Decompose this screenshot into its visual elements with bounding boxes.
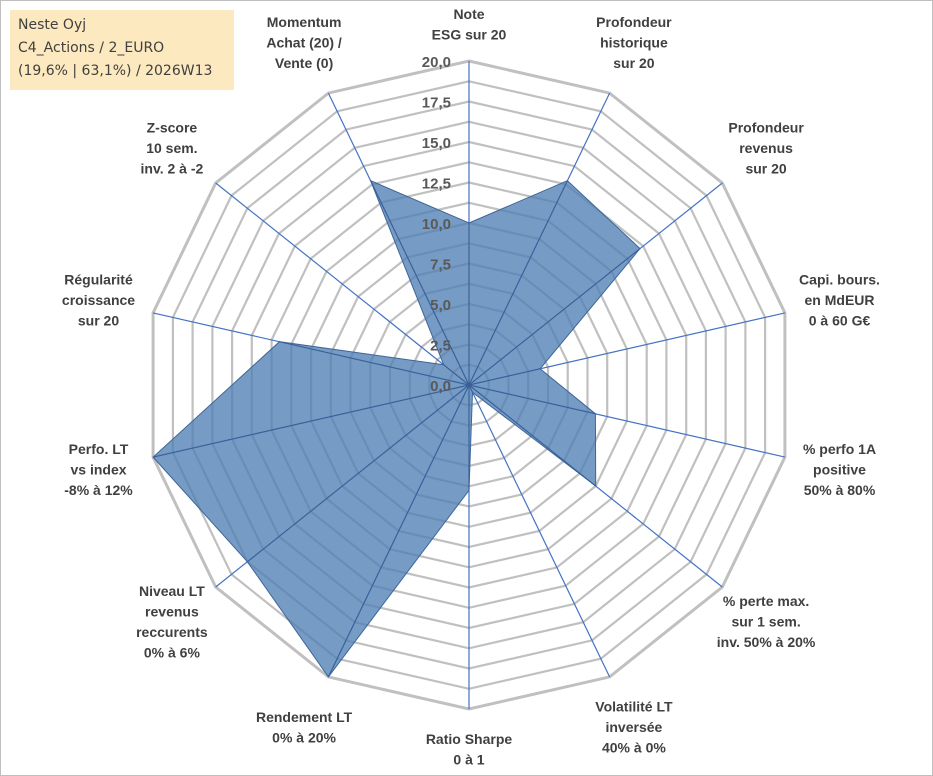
axis-label-13-line-2: Vente (0) [275, 55, 333, 71]
spoke-overlay-11 [279, 341, 470, 386]
axis-label-8-line-0: Rendement LT [256, 709, 353, 725]
axis-label-7-line-0: Ratio Sharpe [426, 731, 513, 747]
axis-label-9-line-2: reccurents [136, 624, 208, 640]
axis-label-11-line-2: sur 20 [78, 313, 119, 329]
spoke-overlay-1 [468, 180, 568, 386]
axis-label-7-line-1: 0 à 1 [453, 752, 484, 768]
axis-label-3-line-1: en MdEUR [805, 292, 875, 308]
axis-label-12: Z-score 10 sem. inv. 2 à -2 [141, 119, 204, 176]
series [152, 179, 641, 678]
axis-label-0: Note ESG sur 20 [432, 6, 507, 43]
spoke-6 [468, 384, 611, 678]
spoke-overlay-2 [468, 248, 641, 386]
spoke-overlay-8 [327, 384, 470, 678]
spoke-overlay-4 [468, 384, 596, 415]
axis-label-1-line-1: historique [600, 34, 668, 50]
axis-label-8-line-1: 0% à 20% [272, 729, 336, 745]
axis-label-6-line-0: Volatilité LT [595, 699, 673, 715]
axis-label-10-line-1: vs index [70, 461, 126, 477]
axis-label-4: % perfo 1A positive 50% à 80% [803, 441, 876, 498]
axis-label-6: Volatilité LT inversée 40% à 0% [595, 699, 673, 756]
axis-label-6-line-2: 40% à 0% [602, 740, 666, 756]
portfolio-label: C4_Actions / 2_EURO [18, 40, 165, 56]
tick-labels: 0,0 2,5 5,0 7,5 10,0 12,5 15,0 17,5 20,0 [422, 54, 451, 395]
axis-label-3-line-2: 0 à 60 G€ [809, 313, 871, 329]
spoke-12 [215, 182, 470, 386]
axis-label-0-line-1: ESG sur 20 [432, 27, 507, 43]
tick-label-2: 5,0 [430, 297, 451, 314]
axis-label-10-line-2: -8% à 12% [64, 482, 133, 498]
axis-label-4-line-1: positive [813, 461, 866, 477]
tick-label-4: 10,0 [422, 216, 451, 233]
axis-label-6-line-1: inversée [605, 719, 662, 735]
axis-label-11-line-1: croissance [62, 292, 135, 308]
axis-label-10: Perfo. LT vs index -8% à 12% [64, 441, 133, 498]
axis-label-3-line-0: Capi. bours. [799, 272, 880, 288]
axis-label-3: Capi. bours. en MdEUR 0 à 60 G€ [799, 272, 880, 329]
axis-label-9-line-1: revenus [145, 603, 199, 619]
spoke-overlay-5 [468, 384, 597, 487]
axis-label-12-line-1: 10 sem. [146, 140, 197, 156]
axis-label-1-line-2: sur 20 [613, 55, 654, 71]
tick-label-5: 12,5 [422, 176, 451, 193]
axis-label-13-line-0: Momentum [267, 14, 342, 30]
instrument-name: Neste Oyj [18, 17, 87, 33]
axis-label-5-line-1: sur 1 sem. [731, 614, 800, 630]
axis-label-2-line-2: sur 20 [745, 160, 786, 176]
axis-label-13-line-1: Achat (20) / [266, 34, 342, 50]
axis-label-11-line-0: Régularité [64, 272, 133, 288]
axis-label-12-line-2: inv. 2 à -2 [141, 160, 204, 176]
spoke-overlay-9 [247, 384, 470, 563]
axis-label-4-line-2: 50% à 80% [804, 482, 876, 498]
tick-label-8: 20,0 [422, 54, 451, 71]
spoke-overlay-10 [152, 384, 470, 458]
axis-label-1: Profondeur historique sur 20 [596, 14, 672, 71]
axis-label-2-line-1: revenus [739, 140, 793, 156]
axis-label-2-line-0: Profondeur [728, 119, 804, 135]
tick-label-7: 17,5 [422, 95, 451, 112]
axis-label-5-line-2: inv. 50% à 20% [717, 634, 816, 650]
axis-label-9-line-0: Niveau LT [139, 583, 205, 599]
axis-label-9: Niveau LT revenus reccurents 0% à 6% [136, 583, 208, 661]
spoke-overlay-6 [468, 384, 473, 393]
series-area [152, 179, 641, 678]
spoke-overlay-12 [443, 364, 470, 386]
info-box: Neste Oyj C4_Actions / 2_EURO (19,6% | 6… [10, 10, 234, 90]
tick-label-0: 0,0 [430, 378, 451, 395]
tick-label-6: 15,0 [422, 135, 451, 152]
axis-label-1-line-0: Profondeur [596, 14, 672, 30]
axis-label-11: Régularité croissance sur 20 [62, 272, 135, 329]
axis-labels: Note ESG sur 20 Profondeur historique sur 20… [62, 6, 880, 768]
period-label: (19,6% | 63,1%) / 2026W13 [18, 63, 213, 79]
axis-label-12-line-0: Z-score [147, 119, 198, 135]
tick-label-1: 2,5 [430, 338, 451, 355]
axis-label-5: % perte max. sur 1 sem. inv. 50% à 20% [717, 593, 816, 650]
spoke-overlay-13 [370, 180, 470, 386]
axis-label-10-line-0: Perfo. LT [69, 441, 129, 457]
tick-label-3: 7,5 [430, 257, 451, 274]
axis-label-13: Momentum Achat (20) / Vente (0) [266, 14, 342, 71]
axis-label-8: Rendement LT 0% à 20% [256, 709, 353, 746]
axis-label-2: Profondeur revenus sur 20 [728, 119, 804, 176]
axis-label-4-line-0: % perfo 1A [803, 441, 876, 457]
axis-label-7: Ratio Sharpe 0 à 1 [426, 731, 513, 768]
axis-label-9-line-3: 0% à 6% [144, 644, 201, 660]
axis-label-0-line-0: Note [453, 6, 484, 22]
spoke-overlay-3 [468, 368, 541, 386]
axis-label-5-line-0: % perte max. [723, 593, 809, 609]
